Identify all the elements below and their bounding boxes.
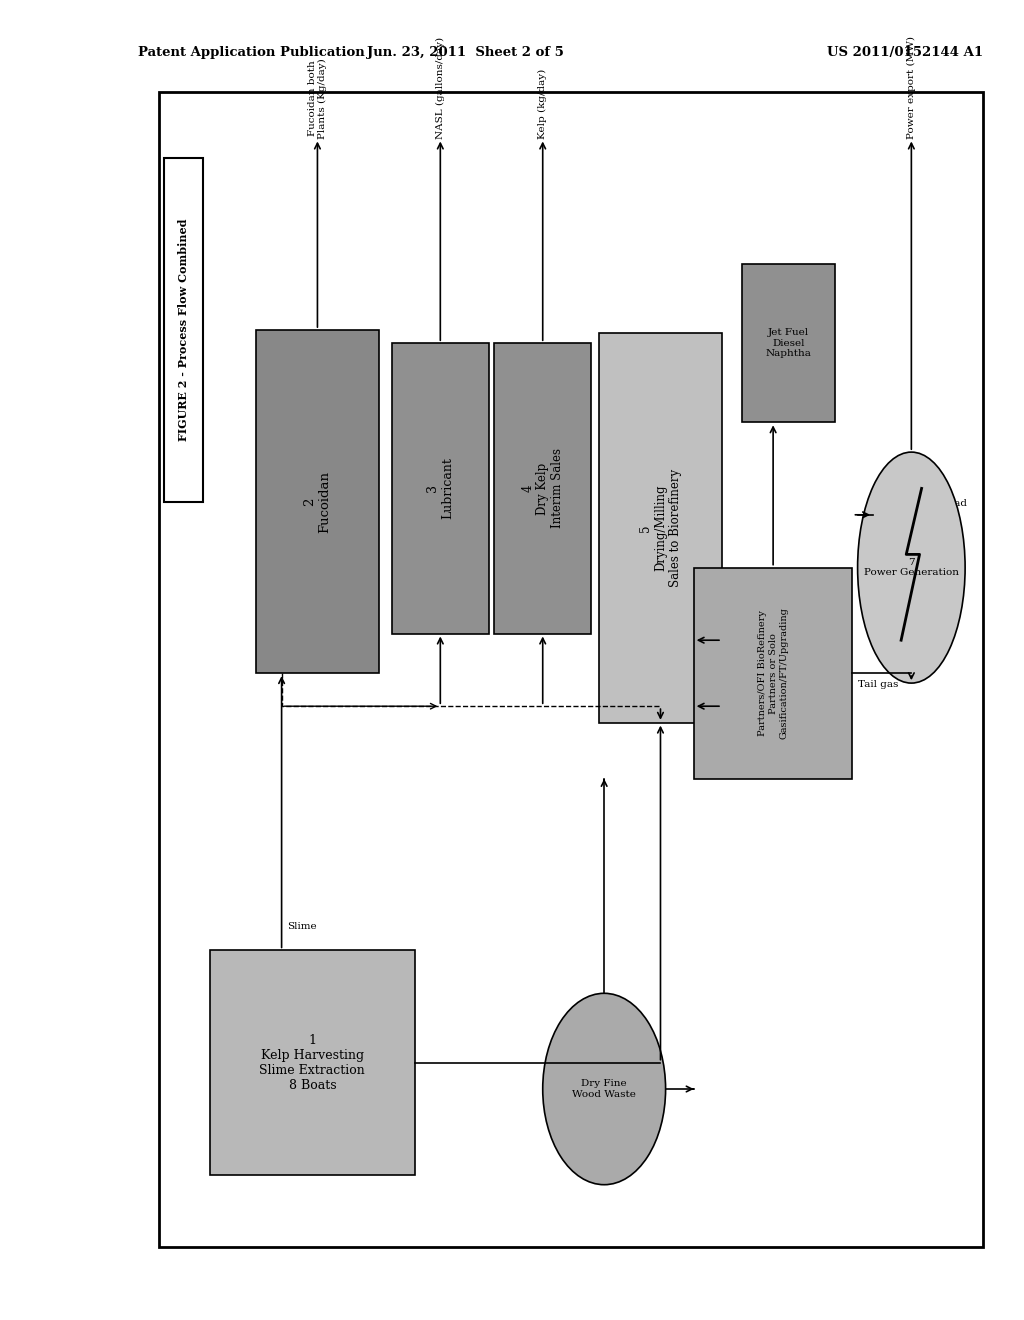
Text: Power export (MW): Power export (MW) [907, 36, 915, 139]
Text: US 2011/0152144 A1: US 2011/0152144 A1 [827, 46, 983, 59]
Text: 3
Lubricant: 3 Lubricant [426, 458, 455, 519]
Text: FIGURE 2 - Process Flow Combined: FIGURE 2 - Process Flow Combined [178, 219, 188, 441]
Text: Wet Kelp: Wet Kelp [608, 1047, 655, 1056]
Ellipse shape [858, 451, 965, 684]
Text: NASL (gallons/day): NASL (gallons/day) [436, 37, 444, 139]
Text: Slime: Slime [287, 921, 316, 931]
Bar [599, 333, 722, 722]
Text: Tail gas: Tail gas [858, 680, 898, 689]
Text: 1
Kelp Harvesting
Slime Extraction
8 Boats: 1 Kelp Harvesting Slime Extraction 8 Boa… [259, 1034, 366, 1092]
Bar [694, 568, 852, 779]
Bar [256, 330, 379, 673]
Text: All parasitic load: All parasitic load [879, 499, 967, 508]
Text: 7
Power Generation: 7 Power Generation [864, 558, 958, 577]
Text: Jet Fuel
Diesel
Naphtha: Jet Fuel Diesel Naphtha [766, 329, 811, 358]
Ellipse shape [543, 994, 666, 1185]
Text: Dry Fine
Wood Waste: Dry Fine Wood Waste [572, 1080, 636, 1098]
Text: Kelp (kg/day): Kelp (kg/day) [539, 69, 547, 139]
Bar [210, 950, 415, 1175]
Text: Fucoidan both
Plants (Kg/day): Fucoidan both Plants (Kg/day) [307, 58, 328, 139]
Bar [164, 158, 203, 502]
Text: 4
Dry Kelp
Interim Sales: 4 Dry Kelp Interim Sales [521, 449, 564, 528]
Text: Partners/OFI BioRefinery
Partners or Solo
Gasification/FT/Upgrading: Partners/OFI BioRefinery Partners or Sol… [758, 607, 788, 739]
Text: Patent Application Publication: Patent Application Publication [138, 46, 365, 59]
Bar [159, 92, 983, 1247]
Text: 5
Drying/Milling
Sales to Biorefinery: 5 Drying/Milling Sales to Biorefinery [639, 469, 682, 587]
Bar [391, 343, 489, 634]
Bar [495, 343, 592, 634]
Bar [742, 264, 835, 422]
Text: Jun. 23, 2011  Sheet 2 of 5: Jun. 23, 2011 Sheet 2 of 5 [368, 46, 564, 59]
Text: 2
Fucoidan: 2 Fucoidan [303, 471, 332, 532]
